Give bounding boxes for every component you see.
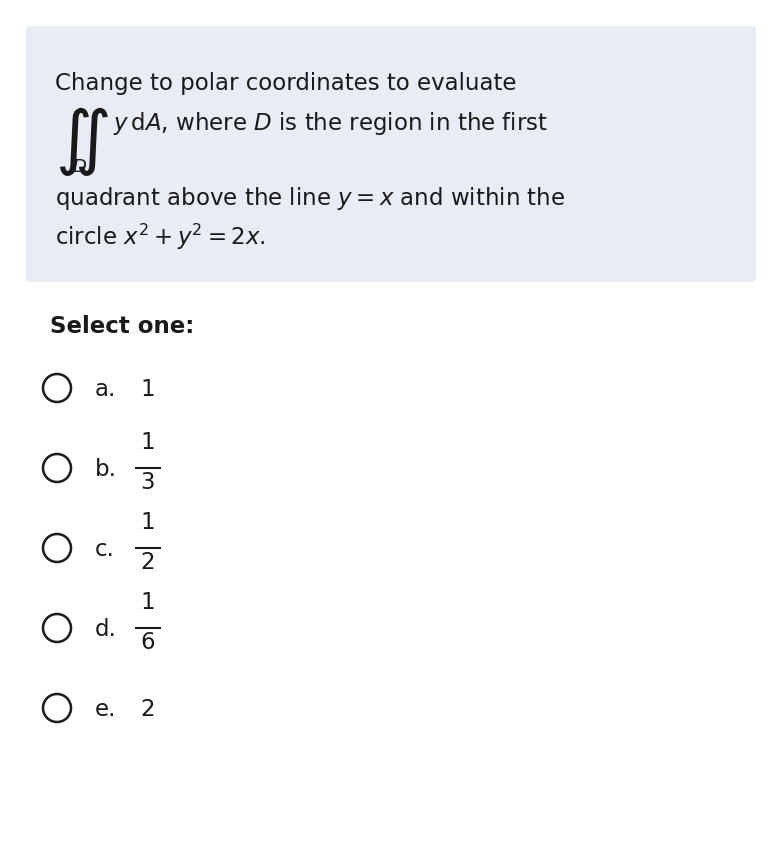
Text: Select one:: Select one: — [50, 315, 194, 338]
Text: $y\,\mathrm{d}A$, where $D$ is the region in the first: $y\,\mathrm{d}A$, where $D$ is the regio… — [113, 110, 548, 137]
Text: 2: 2 — [141, 551, 156, 574]
Text: c.: c. — [95, 538, 115, 561]
Text: 6: 6 — [141, 631, 156, 654]
Text: 3: 3 — [141, 471, 156, 494]
Text: a.: a. — [95, 378, 117, 401]
Text: b.: b. — [95, 458, 117, 481]
Text: quadrant above the line $y = x$ and within the: quadrant above the line $y = x$ and with… — [55, 185, 565, 212]
FancyBboxPatch shape — [26, 26, 756, 282]
Text: 1: 1 — [140, 378, 155, 401]
Text: 1: 1 — [141, 591, 156, 614]
Text: circle $x^2 + y^2 = 2x$.: circle $x^2 + y^2 = 2x$. — [55, 222, 266, 252]
Text: e.: e. — [95, 698, 117, 721]
Text: $D$: $D$ — [72, 158, 87, 176]
Text: $\iint$: $\iint$ — [55, 105, 109, 178]
Text: d.: d. — [95, 618, 117, 641]
Text: 1: 1 — [141, 431, 156, 454]
Text: Change to polar coordinates to evaluate: Change to polar coordinates to evaluate — [55, 72, 516, 95]
Text: 2: 2 — [140, 698, 155, 721]
Text: 1: 1 — [141, 511, 156, 534]
